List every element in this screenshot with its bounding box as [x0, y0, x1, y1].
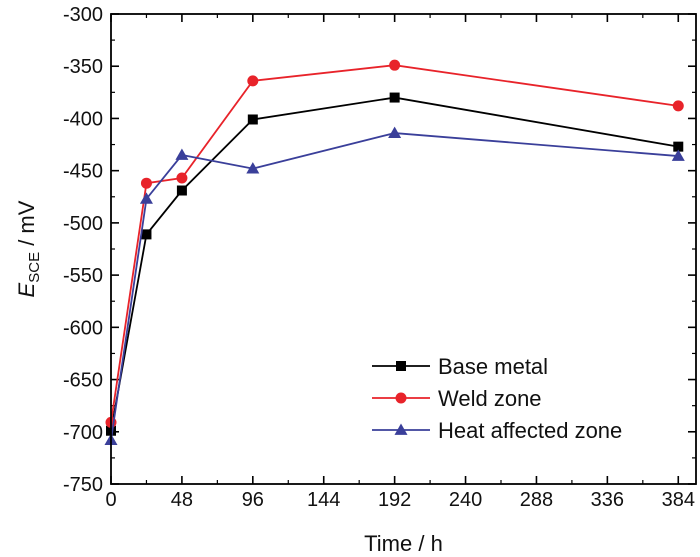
y-tick-label: -700	[63, 422, 103, 444]
data-point	[175, 148, 189, 160]
x-tick-label: 48	[171, 489, 193, 511]
legend-item: Heat affected zone	[372, 418, 622, 443]
y-tick-label: -450	[63, 161, 103, 183]
data-point	[389, 92, 400, 103]
y-tick-label: -400	[63, 108, 103, 130]
plot-frame	[110, 13, 697, 485]
y-axis-title-subscript: SCE	[26, 252, 43, 283]
legend-marker	[396, 361, 406, 371]
data-point	[176, 185, 187, 196]
y-axis-title: ESCE / mV	[14, 200, 43, 297]
data-point	[671, 149, 685, 161]
data-point	[389, 59, 401, 71]
data-point	[673, 141, 684, 152]
x-tick-label: 384	[662, 489, 695, 511]
y-tick-label: -750	[63, 474, 103, 496]
x-tick-label: 240	[449, 489, 482, 511]
legend: Base metal Weld zone Heat affected zone	[372, 354, 622, 443]
x-tick-label: 96	[242, 489, 264, 511]
y-tick-label: -500	[63, 213, 103, 235]
legend-marker	[394, 423, 408, 435]
series-base-metal	[106, 92, 684, 436]
y-axis-ticks: -300 -350 -400 -450 -500 -550 -600 -650 -700 -750	[63, 4, 696, 496]
data-point	[139, 192, 153, 204]
x-tick-label: 192	[378, 489, 411, 511]
y-axis-title-unit: / mV	[14, 200, 39, 252]
legend-label: Heat affected zone	[438, 418, 622, 443]
legend-label: Weld zone	[438, 386, 542, 411]
data-point	[388, 126, 402, 138]
series-line	[110, 132, 679, 441]
legend-marker	[395, 392, 407, 404]
y-tick-label: -600	[63, 317, 103, 339]
data-point	[176, 172, 188, 184]
x-tick-label: 0	[105, 489, 116, 511]
legend-label: Base metal	[438, 354, 548, 379]
series-line	[110, 96, 679, 431]
data-point	[672, 100, 684, 112]
series-layer	[104, 59, 685, 446]
x-tick-label: 144	[307, 489, 340, 511]
y-tick-label: -550	[63, 265, 103, 287]
data-point	[247, 114, 258, 125]
legend-item: Base metal	[372, 354, 548, 379]
y-tick-label: -300	[63, 4, 103, 26]
series-line	[110, 64, 679, 423]
x-axis-title: Time / h	[364, 531, 443, 556]
y-axis-title-main: E	[14, 282, 39, 297]
series-heat-affected-zone	[104, 126, 685, 446]
series-weld-zone	[105, 59, 684, 428]
data-point	[141, 229, 152, 240]
x-tick-label: 336	[591, 489, 624, 511]
data-point	[247, 75, 259, 87]
x-axis-ticks: 0 48 96 144 192 240 288 336 384	[105, 14, 695, 511]
data-point	[246, 162, 260, 174]
y-tick-label: -650	[63, 370, 103, 392]
y-tick-label: -350	[63, 56, 103, 78]
x-tick-label: 288	[520, 489, 553, 511]
legend-item: Weld zone	[372, 386, 542, 411]
data-point	[140, 177, 152, 189]
